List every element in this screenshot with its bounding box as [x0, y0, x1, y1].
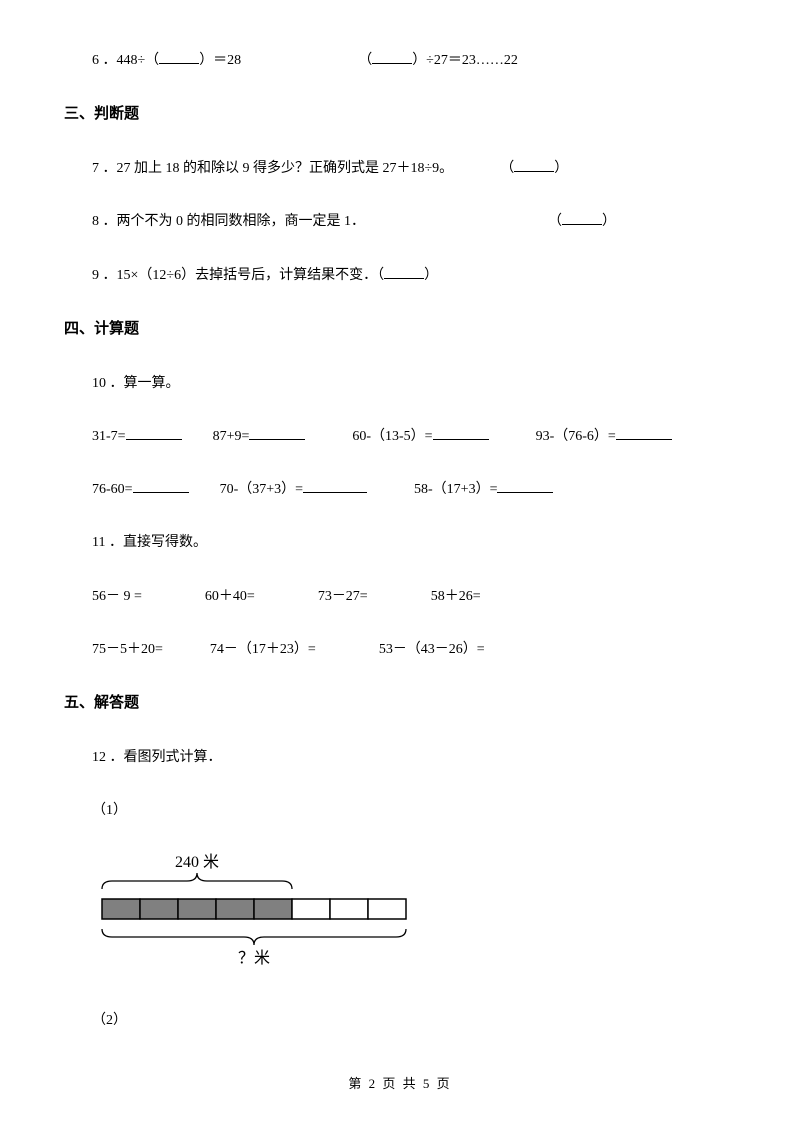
question-10-title: 10 ．算一算。	[64, 371, 736, 396]
q11-r2-c: 53－（43－26）=	[379, 642, 485, 657]
q10-row2: 76-60= 70-（37+3）= 58-（17+3）=	[64, 477, 736, 502]
q11-r1-c: 73－27=	[318, 589, 368, 604]
page-footer: 第 2 页 共 5 页	[0, 1073, 800, 1092]
question-11-title: 11 ．直接写得数。	[64, 530, 736, 555]
section-4-header: 四、计算题	[64, 316, 736, 343]
q6-blank-2[interactable]	[372, 48, 412, 64]
section-3-header: 三、判断题	[64, 101, 736, 128]
section-5-header: 五、解答题	[64, 690, 736, 717]
q6-part1-suffix: ）＝28	[199, 53, 241, 68]
q9-text-prefix: 9 ．15×（12÷6）去掉括号后，计算结果不变．（	[92, 268, 384, 283]
page-content: 6 ．448÷（ ）＝28 （ ）÷27＝23……22 三、判断题 7 ．27 加上…	[64, 48, 736, 1034]
q11-r2-b: 74－（17＋23）=	[210, 642, 316, 657]
q8-bracket-open: （	[548, 214, 562, 229]
question-7: 7 ．27 加上 18 的和除以 9 得多少？正确列式是 27＋18÷9。 （ ）	[64, 156, 736, 181]
q9-blank[interactable]	[384, 263, 424, 279]
q8-bracket-close: ）	[602, 214, 616, 229]
q10-r2-a: 76-60=	[92, 482, 133, 497]
q9-text-suffix: ）	[424, 268, 438, 283]
q6-part2-prefix: （	[358, 53, 372, 68]
q10-r1-a: 31-7=	[92, 429, 126, 444]
svg-text:240 米: 240 米	[175, 853, 219, 871]
q12-sub2: （2）	[64, 1008, 736, 1033]
bar-diagram-svg: 240 米 ？米	[92, 851, 432, 971]
q8-blank[interactable]	[562, 209, 602, 225]
q10-r1-b: 87+9=	[213, 429, 250, 444]
bar-diagram: 240 米 ？米	[64, 851, 736, 980]
q10-r2-b: 70-（37+3）=	[220, 482, 303, 497]
q11-row2: 75－5＋20= 74－（17＋23）= 53－（43－26）=	[64, 637, 736, 662]
q6-part2-suffix: ）÷27＝23……22	[412, 53, 518, 68]
q10-r1-b-blank[interactable]	[249, 424, 305, 440]
question-9: 9 ．15×（12÷6）去掉括号后，计算结果不变．（ ）	[64, 263, 736, 288]
svg-text:？米: ？米	[238, 949, 270, 967]
q6-part1-prefix: 6 ．448÷（	[92, 53, 159, 68]
q7-bracket-close: ）	[554, 161, 568, 176]
q10-r1-c-blank[interactable]	[433, 424, 489, 440]
q12-sub1: （1）	[64, 798, 736, 823]
q10-r1-a-blank[interactable]	[126, 424, 182, 440]
q7-blank[interactable]	[514, 156, 554, 172]
question-12-title: 12 ．看图列式计算．	[64, 745, 736, 770]
q10-r2-a-blank[interactable]	[133, 477, 189, 493]
q11-r1-d: 58＋26=	[431, 589, 481, 604]
q11-row1: 56－ 9 = 60＋40= 73－27= 58＋26=	[64, 584, 736, 609]
q10-r1-c: 60-（13-5）=	[352, 429, 432, 444]
q7-bracket-open: （	[500, 161, 514, 176]
q6-blank-1[interactable]	[159, 48, 199, 64]
question-8: 8 ．两个不为 0 的相同数相除，商一定是 1． （ ）	[64, 209, 736, 234]
q10-r1-d: 93-（76-6）=	[536, 429, 616, 444]
q11-r1-a: 56－ 9 =	[92, 589, 142, 604]
q10-r2-c-blank[interactable]	[497, 477, 553, 493]
q11-r1-b: 60＋40=	[205, 589, 255, 604]
q11-r2-a: 75－5＋20=	[92, 642, 163, 657]
q10-r2-b-blank[interactable]	[303, 477, 367, 493]
q10-r1-d-blank[interactable]	[616, 424, 672, 440]
q7-text: 7 ．27 加上 18 的和除以 9 得多少？正确列式是 27＋18÷9。	[92, 161, 453, 176]
q10-row1: 31-7= 87+9= 60-（13-5）= 93-（76-6）=	[64, 424, 736, 449]
q8-text: 8 ．两个不为 0 的相同数相除，商一定是 1．	[92, 214, 365, 229]
q10-r2-c: 58-（17+3）=	[414, 482, 497, 497]
question-6: 6 ．448÷（ ）＝28 （ ）÷27＝23……22	[64, 48, 736, 73]
